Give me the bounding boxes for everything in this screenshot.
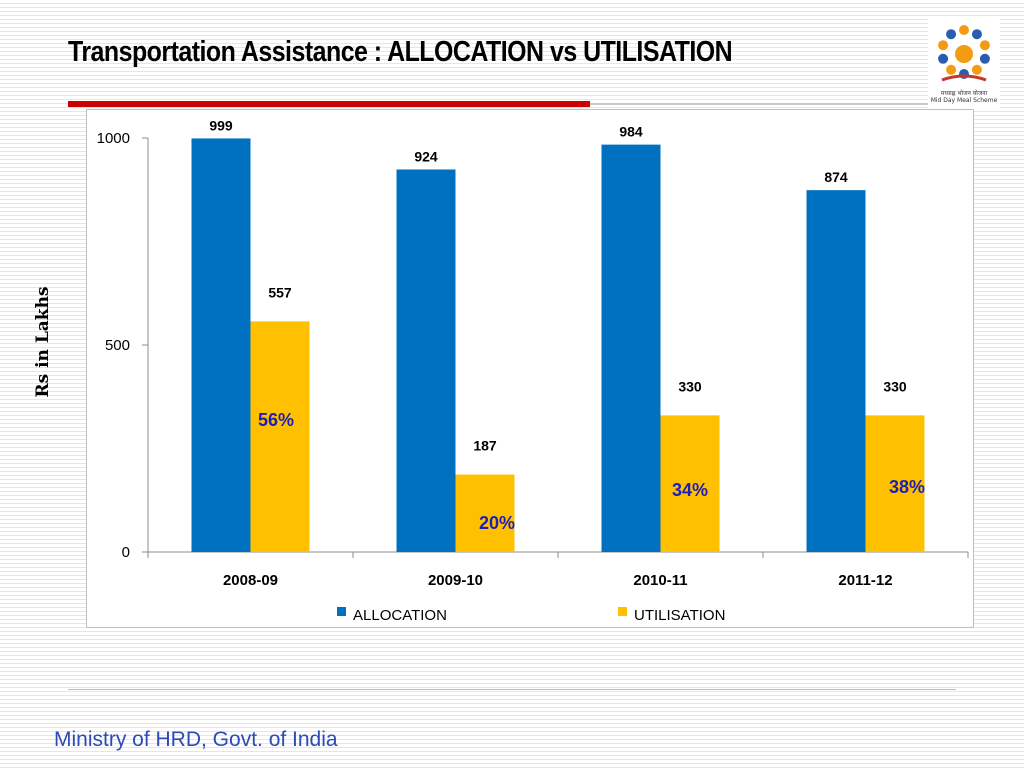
data-label-utilisation: 330: [678, 378, 702, 394]
legend-label: ALLOCATION: [353, 607, 447, 624]
bar-allocation: [601, 144, 661, 552]
bar-utilisation: [660, 415, 720, 552]
bar-utilisation: [455, 474, 515, 552]
bar-allocation: [191, 138, 251, 552]
data-label-utilisation: 557: [268, 284, 292, 300]
x-tick-label: 2011-12: [838, 572, 892, 589]
footer-text: Ministry of HRD, Govt. of India: [54, 728, 338, 751]
x-tick-label: 2009-10: [428, 572, 483, 589]
data-label-utilisation: 187: [473, 438, 497, 454]
bar-utilisation: [250, 321, 310, 552]
percentage-annotation: 56%: [258, 410, 294, 430]
title-underline-accent: [68, 101, 590, 107]
bar-allocation: [396, 169, 456, 553]
footer-divider: [68, 689, 956, 690]
data-label-utilisation: 330: [883, 378, 907, 394]
slide-title: Transportation Assistance : ALLOCATION v…: [68, 36, 733, 68]
title-underline: [590, 103, 955, 105]
x-tick-label: 2008-09: [223, 572, 278, 589]
mid-day-meal-logo: मध्याह्न भोजन योजना Mid Day Meal Scheme: [928, 18, 1000, 108]
percentage-annotation: 34%: [672, 480, 708, 500]
legend-swatch: [618, 607, 627, 616]
bar-utilisation: [865, 415, 925, 552]
x-tick-label: 2010-11: [633, 572, 687, 589]
logo-caption-hindi: मध्याह्न भोजन योजना: [940, 90, 988, 97]
bar-allocation: [806, 190, 866, 552]
data-label-allocation: 984: [619, 124, 643, 140]
y-tick-label: 0: [122, 544, 130, 561]
data-label-allocation: 924: [414, 148, 438, 164]
legend-label: UTILISATION: [634, 607, 725, 624]
y-tick-label: 1000: [97, 130, 130, 147]
percentage-annotation: 38%: [889, 477, 925, 497]
legend-swatch: [337, 607, 346, 616]
logo-caption: Mid Day Meal Scheme: [930, 97, 998, 104]
percentage-annotation: 20%: [479, 513, 515, 533]
data-label-allocation: 874: [824, 169, 848, 185]
logo-emblem-icon: [938, 25, 990, 82]
data-label-allocation: 999: [209, 117, 233, 133]
y-tick-label: 500: [105, 337, 130, 354]
